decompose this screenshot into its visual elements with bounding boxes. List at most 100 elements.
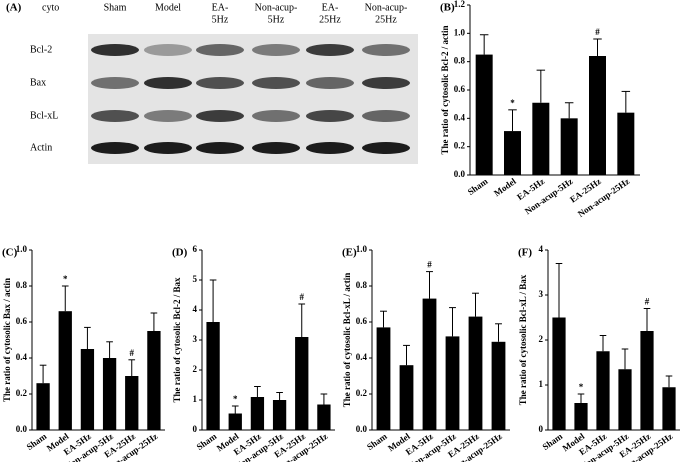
band (196, 44, 244, 56)
band (306, 110, 354, 122)
significance-label: * (233, 394, 238, 404)
blot-column-label: Sham (104, 2, 127, 13)
y-tick-label: 0.4 (16, 352, 28, 362)
panel-label: (F) (518, 247, 532, 259)
blot-row-label: Bcl-xL (30, 110, 58, 121)
bar (206, 322, 220, 430)
blot-column-label: EA- (212, 2, 229, 13)
y-tick-label: 0.2 (454, 141, 466, 151)
y-tick-label: 0.6 (16, 316, 28, 326)
panel-label: (C) (2, 247, 18, 259)
x-tick-label: Model (492, 176, 518, 199)
y-tick-label: 0.4 (356, 352, 368, 362)
blot-row-label: Bcl-2 (30, 44, 52, 55)
bar (662, 387, 676, 430)
y-axis-label: The ratio of cytosolic Bcl-xL / Bax (518, 274, 528, 405)
bar (58, 311, 72, 430)
panel-label: (D) (172, 247, 188, 259)
blot-column-label: Non-acup- (365, 2, 408, 13)
bar (445, 336, 460, 430)
y-tick-label: 0 (193, 424, 198, 434)
blot-row-label: Actin (30, 142, 52, 153)
bar (596, 351, 610, 430)
significance-label: * (510, 98, 515, 108)
bar (228, 413, 242, 430)
significance-label: # (427, 260, 432, 270)
y-tick-label: 0.0 (356, 424, 368, 434)
band (144, 77, 192, 89)
band (91, 142, 139, 154)
bar (552, 317, 566, 430)
blot-column-label: 5Hz (268, 14, 285, 25)
significance-label: * (579, 382, 584, 392)
band (91, 77, 139, 89)
blot-column-label: Non-acup- (255, 2, 298, 13)
bar (617, 112, 635, 175)
bar (589, 56, 606, 175)
blot-column-label: 25Hz (375, 14, 397, 25)
blot-header: cyto (42, 2, 59, 13)
band (306, 77, 354, 89)
bar (618, 369, 632, 430)
y-tick-label: 0.8 (454, 56, 466, 66)
y-tick-label: 1.0 (356, 244, 368, 254)
band (252, 142, 300, 154)
blot-column-label: EA- (322, 2, 339, 13)
panel-label: (A) (6, 2, 22, 14)
x-tick-label: Sham (466, 176, 490, 197)
y-axis-label: The ratio of cytosolic Bcl-2 / actin (440, 26, 450, 155)
y-tick-label: 3 (539, 289, 544, 299)
bar (468, 316, 483, 430)
band (362, 77, 410, 89)
bar (491, 341, 506, 430)
bar (80, 349, 95, 430)
bar (399, 365, 414, 430)
y-tick-label: 0.6 (454, 84, 466, 94)
bar (317, 404, 331, 430)
bar (147, 331, 161, 430)
blot-column-label: Model (155, 2, 181, 13)
bar (422, 298, 437, 430)
bar (532, 102, 550, 175)
y-axis-label: The ratio of cytosolic Bax / actin (2, 278, 12, 402)
blot-background (88, 34, 418, 164)
bar (574, 403, 588, 430)
y-tick-label: 1.0 (16, 244, 28, 254)
y-tick-label: 3 (193, 334, 198, 344)
band (362, 110, 410, 122)
x-tick-label: Sham (25, 431, 49, 452)
y-tick-label: 2 (193, 364, 198, 374)
bar (295, 337, 309, 430)
band (144, 110, 192, 122)
y-tick-label: 4 (193, 304, 198, 314)
band (144, 142, 192, 154)
significance-label: # (645, 297, 650, 307)
y-tick-label: 1.2 (454, 0, 466, 9)
y-tick-label: 4 (539, 244, 544, 254)
significance-label: # (130, 348, 135, 358)
bar (272, 400, 287, 430)
band (252, 77, 300, 89)
band (306, 44, 354, 56)
band (252, 44, 300, 56)
significance-label: # (300, 292, 305, 302)
bar (250, 397, 265, 430)
panel-label: (B) (440, 2, 455, 14)
band (306, 142, 354, 154)
significance-label: # (595, 27, 600, 37)
x-tick-label: Sham (541, 431, 565, 452)
band (91, 44, 139, 56)
x-tick-label: Sham (195, 431, 219, 452)
bar (475, 54, 493, 176)
band (252, 110, 300, 122)
band (196, 110, 244, 122)
bar (640, 331, 654, 430)
bar (102, 358, 117, 430)
y-tick-label: 0 (539, 424, 544, 434)
y-tick-label: 1 (193, 394, 198, 404)
band (362, 44, 410, 56)
y-tick-label: 1 (539, 379, 544, 389)
band (144, 44, 192, 56)
